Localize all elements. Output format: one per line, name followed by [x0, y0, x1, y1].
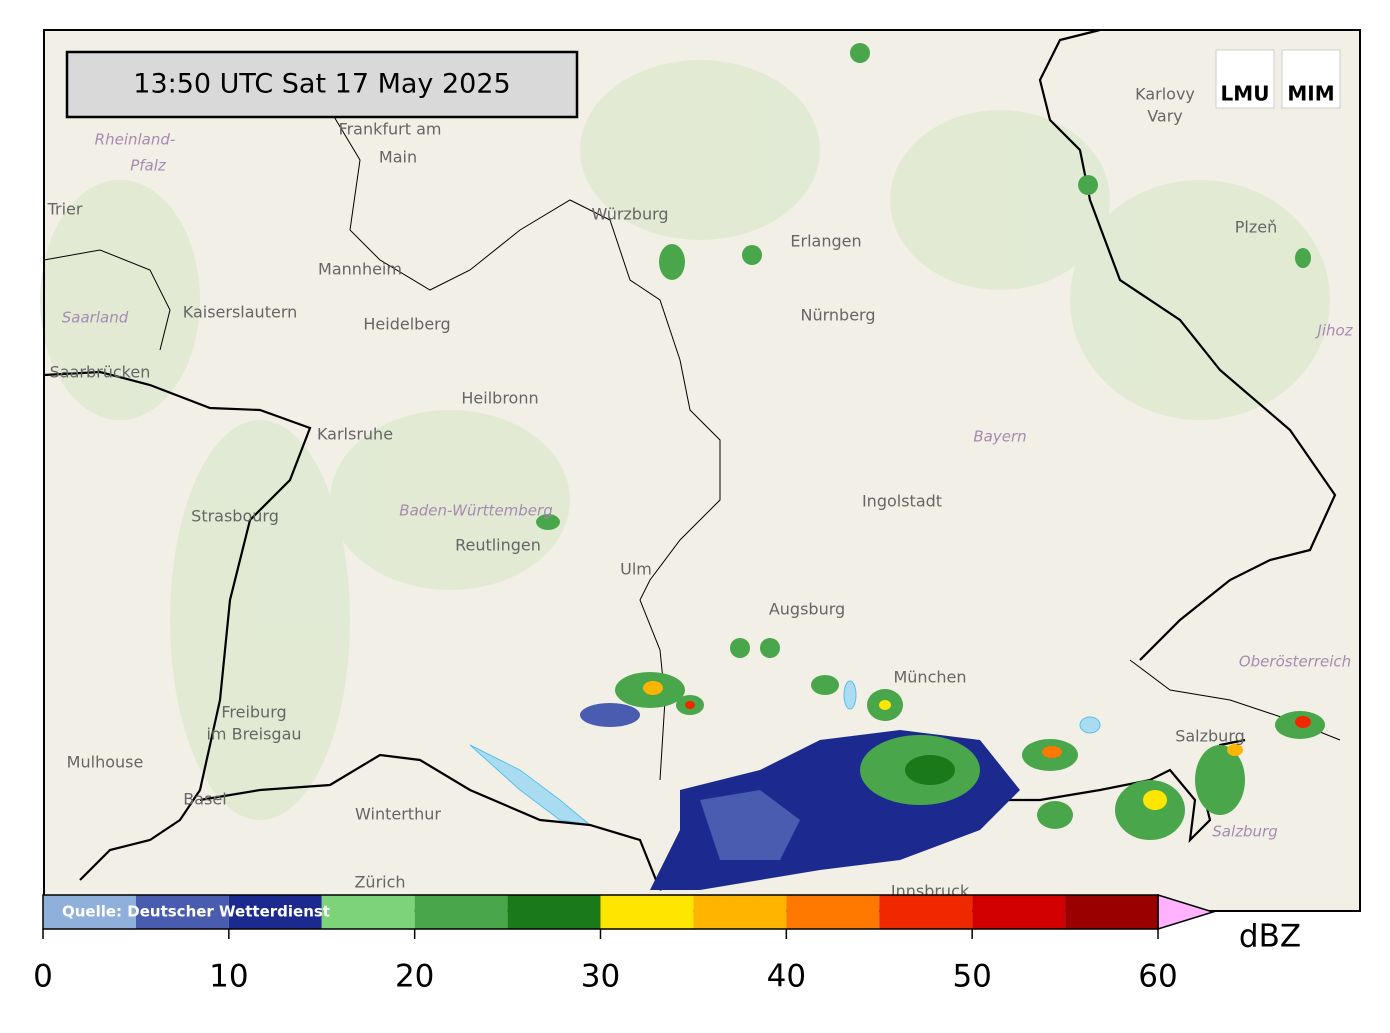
place-labels: Frankfurt am Main Würzburg Erlangen Nürnberg…	[47, 85, 1354, 901]
place-label: Ingolstadt	[862, 492, 942, 511]
place-label: Frankfurt am	[339, 120, 442, 139]
timestamp-box	[65, 50, 579, 119]
place-label: Vary	[1147, 107, 1183, 126]
timestamp: 13:50 UTC Sat 17 May 2025	[133, 69, 510, 100]
colorbar-tick-label: 20	[395, 959, 434, 995]
place-label: Trier	[47, 200, 83, 219]
place-label: München	[893, 668, 966, 687]
place-label: Mannheim	[318, 260, 402, 279]
place-label: Heidelberg	[363, 315, 450, 334]
colorbar-segment	[1065, 895, 1158, 929]
colorbar-segment	[786, 895, 880, 929]
place-label: Main	[379, 148, 417, 167]
colorbar-tick-label: 30	[581, 959, 620, 995]
colorbar-segment	[972, 895, 1066, 929]
colorbar-unit: dBZ	[1239, 919, 1301, 955]
region-label: Rheinland-	[95, 131, 176, 149]
radar-echoes	[536, 43, 1325, 890]
place-label: Nürnberg	[801, 306, 876, 325]
colorbar-segment	[414, 895, 508, 929]
logo: LMU	[1221, 82, 1270, 106]
colorbar-tick-label: 50	[952, 959, 991, 995]
region-label: Jihoz	[1314, 322, 1353, 340]
place-label: Mulhouse	[67, 753, 144, 772]
place-label: Plzeň	[1235, 218, 1277, 237]
place-label: Winterthur	[355, 805, 441, 824]
colorbar-tick-label: 10	[209, 959, 248, 995]
place-label: Ulm	[620, 560, 652, 579]
region-label: Saarland	[62, 309, 129, 327]
place-label: Saarbrücken	[50, 363, 151, 382]
place-label: Würzburg	[591, 205, 668, 224]
place-label: Freiburg	[221, 703, 286, 722]
colorbar-segment	[43, 895, 136, 929]
region-label: Baden-Württemberg	[399, 502, 552, 520]
colorbar: 0 10 20 30 40 50 60 dBZ	[33, 893, 1301, 995]
place-label: Basel	[183, 790, 226, 809]
place-label: Erlangen	[790, 232, 861, 251]
place-label: Reutlingen	[455, 536, 541, 555]
region-label: Salzburg	[1212, 823, 1277, 841]
logo: MIM	[1287, 82, 1334, 106]
colorbar-tick-label: 60	[1138, 959, 1177, 995]
colorbar-segment	[321, 895, 415, 929]
logo-box	[1215, 49, 1275, 109]
colorbar-segment	[879, 895, 973, 929]
place-label: Zürich	[354, 873, 405, 892]
place-label: Karlsruhe	[317, 425, 393, 444]
lakes	[469, 680, 1101, 826]
colorbar-segment	[135, 895, 229, 929]
place-label: Heilbronn	[461, 389, 538, 408]
colorbar-segment	[507, 895, 601, 929]
region-label: Oberösterreich	[1239, 653, 1351, 671]
place-label: Salzburg	[1175, 727, 1245, 746]
colorbar-tick-label: 40	[767, 959, 806, 995]
colorbar-tick-label: 0	[33, 959, 53, 995]
colorbar-segment	[693, 895, 787, 929]
place-label: Augsburg	[769, 600, 845, 619]
colorbar-segment	[600, 895, 694, 929]
terrain	[40, 60, 1330, 820]
place-label: Karlovy	[1135, 85, 1195, 104]
place-label: Strasbourg	[191, 507, 279, 526]
colorbar-segment	[228, 895, 322, 929]
source: Quelle: Deutscher Wetterdienst	[62, 903, 330, 921]
region-label: Bayern	[973, 428, 1026, 446]
region-label: Pfalz	[130, 157, 167, 175]
logo-box	[1281, 49, 1341, 109]
place-label: im Breisgau	[206, 725, 301, 744]
place-label: Kaiserslautern	[183, 303, 298, 322]
